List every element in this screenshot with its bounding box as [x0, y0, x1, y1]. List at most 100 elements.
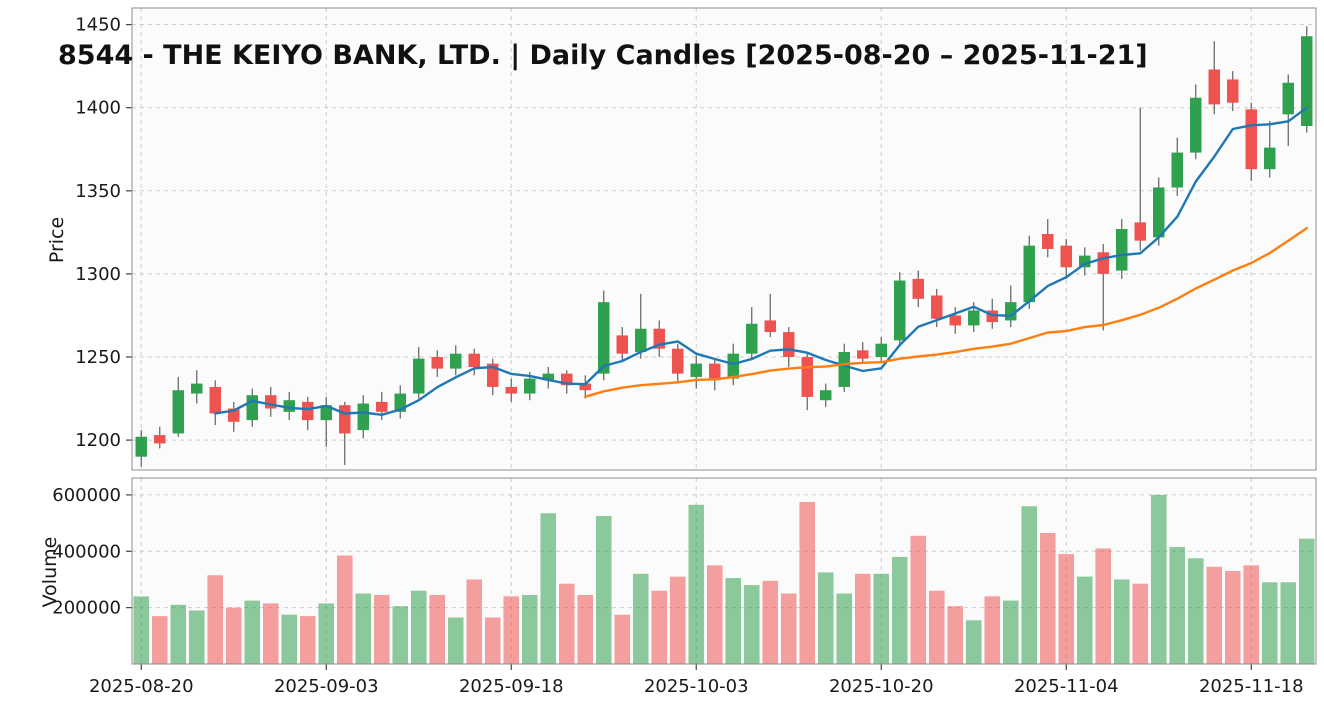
volume-bar	[170, 604, 187, 664]
volume-bar	[392, 606, 409, 664]
candle-body	[746, 323, 758, 354]
volume-bar	[1224, 571, 1241, 664]
candle-body	[1264, 147, 1276, 170]
volume-bar	[336, 555, 353, 664]
price-panel-border	[131, 7, 1317, 471]
volume-bar	[1169, 547, 1186, 664]
candle-body	[339, 405, 351, 434]
volume-bar	[207, 575, 224, 664]
candle-body	[1171, 152, 1183, 188]
date-tick-label: 2025-09-18	[459, 676, 564, 697]
candle-body	[283, 400, 295, 412]
candle-body	[875, 343, 887, 357]
volume-bar	[688, 504, 705, 664]
volume-bar	[780, 593, 797, 664]
volume-bar	[1095, 548, 1112, 664]
candle-body	[394, 393, 406, 412]
volume-bar	[355, 593, 372, 664]
volume-axis-label: Volume	[39, 536, 61, 608]
candle-body	[246, 395, 258, 421]
volume-bar	[891, 556, 908, 664]
volume-bar	[651, 590, 668, 664]
volume-bar	[540, 513, 557, 664]
volume-bar	[743, 585, 760, 664]
volume-bar	[799, 501, 816, 664]
candle-body	[431, 356, 443, 369]
volume-bar	[965, 620, 982, 664]
candle-body	[1023, 245, 1035, 303]
volume-bar	[318, 603, 335, 664]
volume-bar	[1187, 558, 1204, 664]
candle-body	[1060, 245, 1072, 268]
candle-body	[542, 373, 554, 381]
volume-bar	[910, 535, 927, 664]
candle-body	[487, 363, 499, 387]
volume-bar	[984, 596, 1001, 664]
volume-bar	[558, 583, 575, 664]
volume-bar	[1132, 583, 1149, 664]
volume-tick-label: 400000	[52, 541, 121, 562]
ma-line-ma25	[584, 226, 1308, 398]
candle-body	[468, 353, 480, 367]
volume-bar	[262, 603, 279, 664]
candle-body	[413, 358, 425, 394]
volume-bar	[854, 573, 871, 664]
candle-body	[949, 315, 961, 326]
candle-body	[616, 335, 628, 354]
candle-body	[857, 350, 869, 359]
candle-body	[1153, 187, 1165, 238]
ma-line-ma5	[214, 106, 1308, 416]
candle-body	[764, 320, 776, 333]
volume-bar	[836, 593, 853, 664]
price-tick-label: 1400	[75, 98, 121, 119]
candle-body	[838, 352, 850, 387]
volume-bar	[1280, 582, 1297, 664]
volume-bar	[725, 578, 742, 664]
price-tick-label: 1350	[75, 181, 121, 202]
volume-bar	[577, 594, 594, 664]
candle-body	[820, 390, 832, 401]
volume-bar	[595, 516, 612, 664]
candle-body	[801, 356, 813, 397]
volume-bar	[188, 610, 205, 664]
candle-body	[1097, 252, 1109, 274]
candle-body	[783, 332, 795, 357]
candle-body	[1208, 69, 1220, 105]
volume-bar	[1113, 579, 1130, 664]
candle-body	[709, 363, 721, 381]
candle-body	[154, 435, 166, 444]
volume-bar	[447, 617, 464, 664]
volume-bar	[1058, 554, 1075, 664]
volume-bar	[762, 580, 779, 664]
volume-bar	[299, 616, 316, 664]
candle-body	[209, 386, 221, 414]
volume-bar	[928, 590, 945, 664]
volume-bar	[244, 600, 261, 664]
date-tick-label: 2025-09-03	[274, 676, 379, 697]
volume-bar	[225, 607, 242, 664]
volume-bar	[669, 576, 686, 664]
price-tick-label: 1300	[75, 264, 121, 285]
volume-bar	[1150, 494, 1167, 664]
candle-body	[690, 363, 702, 377]
volume-bar	[1021, 506, 1038, 664]
volume-bar	[503, 596, 520, 664]
candle-body	[135, 436, 147, 457]
date-tick-label: 2025-10-20	[829, 676, 934, 697]
candle-body	[1134, 222, 1146, 241]
candle-body	[191, 383, 203, 394]
candle-body	[968, 310, 980, 326]
volume-bar	[133, 596, 150, 664]
candle-body	[1005, 302, 1017, 321]
candle-body	[172, 390, 184, 434]
volume-bar	[947, 606, 964, 664]
volume-bar	[521, 594, 538, 664]
volume-bar	[873, 573, 890, 664]
candle-body	[1227, 79, 1239, 103]
price-axis-label: Price	[46, 216, 68, 264]
candle-body	[1301, 36, 1313, 126]
candle-body	[228, 408, 240, 422]
volume-bar	[706, 565, 723, 664]
